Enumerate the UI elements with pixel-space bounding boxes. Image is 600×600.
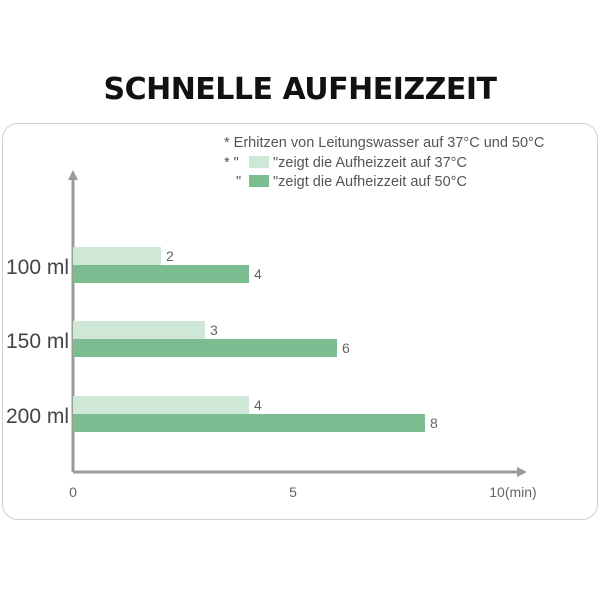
data-label: 2: [166, 248, 174, 264]
data-label: 4: [254, 397, 262, 413]
x-tick-label: 10(min): [489, 484, 536, 500]
bar-light: [73, 396, 249, 414]
data-label: 8: [430, 415, 438, 431]
x-tick-label: 5: [289, 484, 297, 500]
legend-swatch-dark: [249, 175, 269, 187]
legend-dark-text: "zeigt die Aufheizzeit auf 50°C: [273, 174, 467, 190]
legend-note: * Erhitzen von Leitungswasser auf 37°C u…: [224, 135, 544, 151]
category-label: 100 ml: [6, 256, 69, 279]
legend-dark-prefix: ": [236, 174, 241, 190]
category-label: 150 ml: [6, 330, 69, 353]
bar-dark: [73, 265, 249, 283]
bar-dark: [73, 414, 425, 432]
bar-dark: [73, 339, 337, 357]
data-label: 6: [342, 340, 350, 356]
legend-light-text: "zeigt die Aufheizzeit auf 37°C: [273, 155, 467, 171]
bar-light: [73, 247, 161, 265]
data-label: 3: [210, 322, 218, 338]
category-label: 200 ml: [6, 405, 69, 428]
x-tick-label: 0: [69, 484, 77, 500]
chart-title: SCHNELLE AUFHEIZZEIT: [103, 72, 497, 107]
legend-light-prefix: * ": [224, 155, 239, 171]
legend-swatch-light: [249, 156, 269, 168]
data-label: 4: [254, 266, 262, 282]
bar-light: [73, 321, 205, 339]
